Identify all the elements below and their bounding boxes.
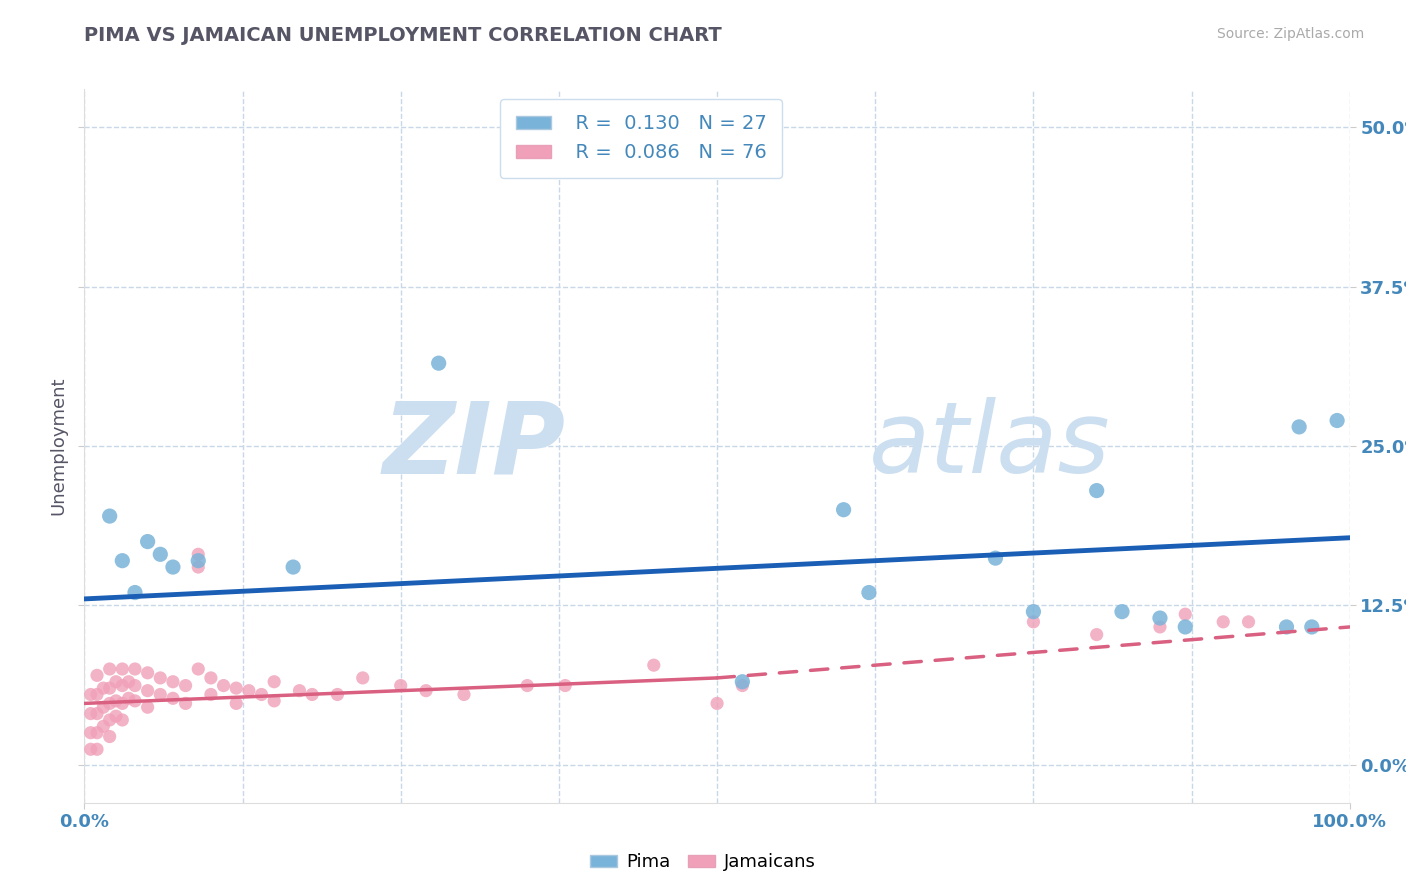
Point xyxy=(187,547,209,561)
Point xyxy=(832,502,855,516)
Point xyxy=(105,694,127,708)
Point xyxy=(111,679,134,693)
Point xyxy=(301,688,323,702)
Point xyxy=(516,679,538,693)
Point xyxy=(858,585,880,599)
Point xyxy=(238,683,260,698)
Point xyxy=(86,742,108,756)
Point xyxy=(162,560,184,574)
Point xyxy=(1085,483,1108,498)
Point xyxy=(162,691,184,706)
Point xyxy=(225,697,247,711)
Point xyxy=(731,674,754,689)
Point xyxy=(1149,620,1171,634)
Point xyxy=(105,709,127,723)
Point xyxy=(984,551,1007,566)
Point xyxy=(1288,420,1310,434)
Point xyxy=(111,713,134,727)
Point xyxy=(111,662,134,676)
Point xyxy=(1275,620,1298,634)
Point xyxy=(79,706,103,721)
Point xyxy=(111,697,134,711)
Point xyxy=(79,725,103,739)
Y-axis label: Unemployment: Unemployment xyxy=(49,376,67,516)
Point xyxy=(98,697,121,711)
Point xyxy=(93,700,115,714)
Legend: Pima, Jamaicans: Pima, Jamaicans xyxy=(582,847,824,879)
Point xyxy=(98,713,121,727)
Point xyxy=(731,679,754,693)
Point xyxy=(98,730,121,744)
Point xyxy=(86,706,108,721)
Point xyxy=(98,662,121,676)
Point xyxy=(1326,413,1348,427)
Point xyxy=(643,658,665,673)
Point xyxy=(79,688,103,702)
Point xyxy=(1174,607,1197,622)
Point xyxy=(187,554,209,568)
Point xyxy=(174,679,197,693)
Text: ZIP: ZIP xyxy=(382,398,565,494)
Point xyxy=(149,671,172,685)
Point xyxy=(98,681,121,695)
Point xyxy=(1022,605,1045,619)
Point xyxy=(86,725,108,739)
Point xyxy=(288,683,311,698)
Point xyxy=(174,697,197,711)
Point xyxy=(187,560,209,574)
Point xyxy=(554,679,576,693)
Point xyxy=(79,742,103,756)
Point xyxy=(200,688,222,702)
Legend:   R =  0.130   N = 27,   R =  0.086   N = 76: R = 0.130 N = 27, R = 0.086 N = 76 xyxy=(501,99,782,178)
Point xyxy=(389,679,412,693)
Point xyxy=(124,694,146,708)
Point xyxy=(118,691,141,706)
Text: atlas: atlas xyxy=(869,398,1111,494)
Point xyxy=(86,668,108,682)
Point xyxy=(93,681,115,695)
Point xyxy=(118,674,141,689)
Point xyxy=(200,671,222,685)
Point xyxy=(1301,620,1323,634)
Point xyxy=(453,688,475,702)
Point xyxy=(212,679,235,693)
Point xyxy=(281,560,305,574)
Point xyxy=(136,683,159,698)
Point xyxy=(1149,611,1171,625)
Point xyxy=(124,585,146,599)
Point xyxy=(105,674,127,689)
Point xyxy=(1237,615,1260,629)
Point xyxy=(136,534,159,549)
Point xyxy=(1085,627,1108,641)
Point xyxy=(706,697,728,711)
Point xyxy=(263,674,285,689)
Point xyxy=(1111,605,1133,619)
Point xyxy=(136,665,159,680)
Text: Source: ZipAtlas.com: Source: ZipAtlas.com xyxy=(1216,27,1364,41)
Point xyxy=(136,700,159,714)
Point xyxy=(162,674,184,689)
Point xyxy=(1022,615,1045,629)
Point xyxy=(149,547,172,561)
Point xyxy=(1174,620,1197,634)
Point xyxy=(111,554,134,568)
Point xyxy=(415,683,437,698)
Point xyxy=(187,662,209,676)
Point xyxy=(124,662,146,676)
Point xyxy=(225,681,247,695)
Point xyxy=(250,688,273,702)
Point xyxy=(263,694,285,708)
Point xyxy=(86,688,108,702)
Point xyxy=(149,688,172,702)
Point xyxy=(124,679,146,693)
Point xyxy=(1212,615,1234,629)
Point xyxy=(427,356,450,370)
Point xyxy=(326,688,349,702)
Point xyxy=(93,719,115,733)
Point xyxy=(352,671,374,685)
Text: PIMA VS JAMAICAN UNEMPLOYMENT CORRELATION CHART: PIMA VS JAMAICAN UNEMPLOYMENT CORRELATIO… xyxy=(84,26,723,45)
Point xyxy=(98,509,121,524)
